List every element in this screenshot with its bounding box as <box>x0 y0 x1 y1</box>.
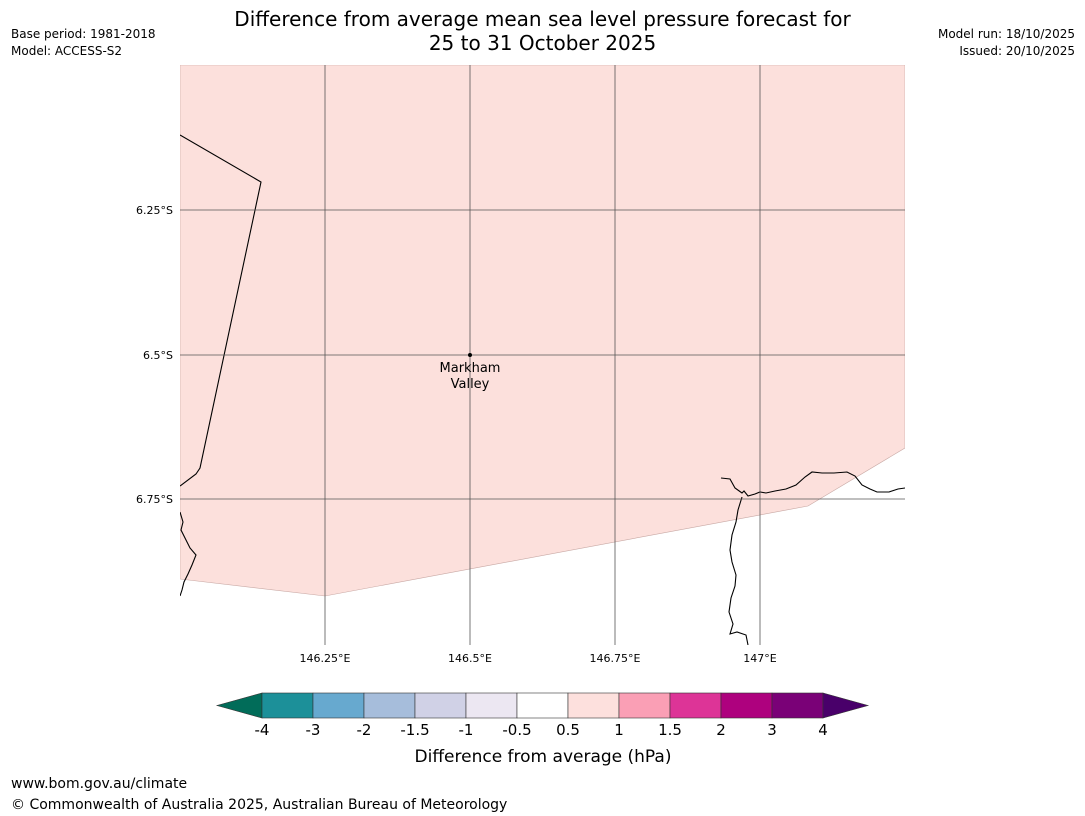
lat-label-1: 6.25°S <box>136 204 173 217</box>
coastline <box>180 134 905 645</box>
colorbar-tick-label: 1.5 <box>658 721 682 739</box>
map-figure: 6.25°S 6.5°S 6.75°S 146.25°E 146.5°E 146… <box>136 65 905 767</box>
place-label-line-1: Markham <box>440 361 501 376</box>
meta-right: Model run: 18/10/2025 Issued: 20/10/2025 <box>938 26 1075 60</box>
lon-label-1: 146.25°E <box>300 652 351 665</box>
footer-url[interactable]: www.bom.gov.au/climate <box>11 776 188 792</box>
colorbar-tick-label: -3 <box>306 721 321 739</box>
pressure-anomaly-region <box>180 65 905 597</box>
colorbar-swatch <box>465 692 518 719</box>
longitude-labels: 146.25°E 146.5°E 146.75°E 147°E <box>300 652 777 665</box>
colorbar-tick-label: -1.5 <box>400 721 429 739</box>
colorbar-tick-label: 1 <box>614 721 624 739</box>
colorbar-tick-label: -1 <box>459 721 474 739</box>
lon-label-3: 146.75°E <box>590 652 641 665</box>
issued-date: Issued: 20/10/2025 <box>959 44 1075 58</box>
colorbar-swatch <box>363 692 416 719</box>
colorbar-title: Difference from average (hPa) <box>415 747 672 767</box>
colorbar-swatch <box>414 692 467 719</box>
colorbar-tick-label: -2 <box>357 721 372 739</box>
colorbar-tick-label: -0.5 <box>502 721 531 739</box>
place-marker <box>468 353 472 357</box>
colorbar-swatch <box>261 692 314 719</box>
colorbar-tick-label: 2 <box>716 721 726 739</box>
colorbar-swatch <box>312 692 365 719</box>
map-area[interactable] <box>180 65 905 645</box>
model-name: Model: ACCESS-S2 <box>11 44 123 58</box>
latitude-labels: 6.25°S 6.5°S 6.75°S <box>136 204 173 506</box>
colorbar-tick-label: 0.5 <box>556 721 580 739</box>
colorbar-swatch <box>567 692 620 719</box>
page-title: Difference from average mean sea level p… <box>0 7 1085 55</box>
lon-label-4: 147°E <box>743 652 776 665</box>
colorbar-swatch <box>618 692 671 719</box>
colorbar-swatch <box>669 692 722 719</box>
lat-label-2: 6.5°S <box>143 349 173 362</box>
colorbar-tick-label: -4 <box>255 721 270 739</box>
lon-label-2: 146.5°E <box>448 652 492 665</box>
meta-left: Base period: 1981-2018 Model: ACCESS-S2 <box>11 26 156 60</box>
colorbar-swatch <box>720 692 773 719</box>
colorbar: -4 -3 -2 -1.5 -1 -0.5 0.5 1 1.5 2 3 4 <box>215 692 870 739</box>
place-label-line-2: Valley <box>451 377 490 392</box>
colorbar-extend-low <box>215 692 263 719</box>
model-run: Model run: 18/10/2025 <box>937 27 1075 41</box>
title-line-1: Difference from average mean sea level p… <box>234 7 851 31</box>
colorbar-swatch <box>516 692 569 719</box>
colorbar-tick-label: 3 <box>767 721 777 739</box>
base-period: Base period: 1981-2018 <box>11 27 156 41</box>
footer-copyright: © Commonwealth of Australia 2025, Austra… <box>11 797 508 813</box>
title-line-2: 25 to 31 October 2025 <box>428 31 657 55</box>
colorbar-swatch <box>771 692 824 719</box>
lat-label-3: 6.75°S <box>136 493 173 506</box>
footer: www.bom.gov.au/climate © Commonwealth of… <box>11 774 507 816</box>
colorbar-extend-high <box>822 692 870 719</box>
colorbar-tick-label: 4 <box>818 721 828 739</box>
